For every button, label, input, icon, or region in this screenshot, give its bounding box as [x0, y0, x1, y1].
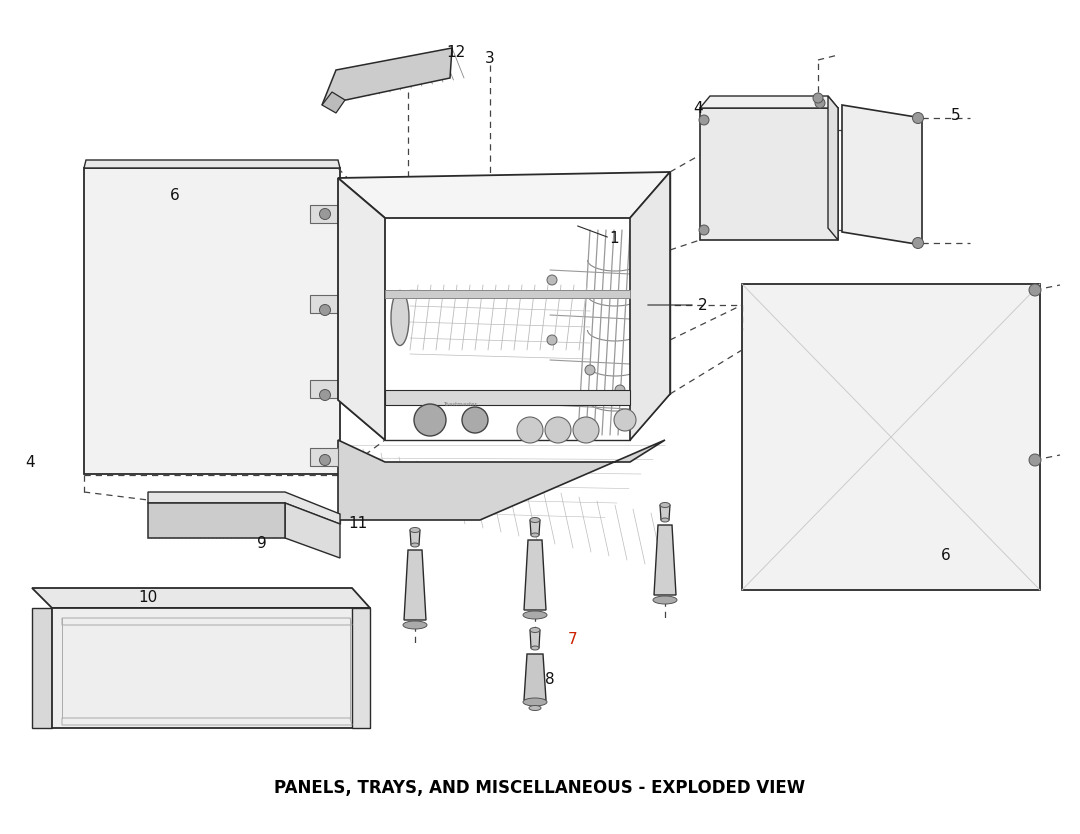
Polygon shape	[700, 96, 838, 108]
Ellipse shape	[391, 290, 409, 345]
Polygon shape	[742, 284, 1040, 590]
Text: PANELS, TRAYS, AND MISCELLANEOUS - EXPLODED VIEW: PANELS, TRAYS, AND MISCELLANEOUS - EXPLO…	[274, 779, 806, 797]
Polygon shape	[322, 92, 345, 113]
Polygon shape	[700, 108, 838, 240]
Circle shape	[546, 275, 557, 285]
Polygon shape	[52, 608, 370, 728]
Text: 2: 2	[698, 298, 707, 313]
Circle shape	[320, 389, 330, 400]
Polygon shape	[630, 172, 670, 440]
Circle shape	[699, 115, 708, 125]
Circle shape	[813, 93, 823, 103]
Circle shape	[545, 417, 571, 443]
Ellipse shape	[523, 698, 546, 706]
Text: 1: 1	[609, 230, 619, 245]
Text: 7: 7	[568, 632, 578, 647]
Text: 9: 9	[257, 535, 267, 550]
Text: 3: 3	[485, 51, 495, 66]
Ellipse shape	[660, 503, 670, 508]
Polygon shape	[352, 608, 370, 728]
Circle shape	[573, 417, 599, 443]
Circle shape	[615, 409, 636, 431]
Circle shape	[913, 238, 923, 249]
Polygon shape	[322, 48, 453, 105]
Circle shape	[585, 365, 595, 375]
Text: 12: 12	[446, 44, 465, 59]
Ellipse shape	[523, 611, 546, 619]
Polygon shape	[404, 550, 426, 620]
Ellipse shape	[530, 627, 540, 632]
Polygon shape	[310, 205, 338, 223]
Text: 4: 4	[25, 455, 35, 470]
Polygon shape	[828, 96, 838, 240]
Polygon shape	[384, 390, 630, 405]
Text: 6: 6	[171, 188, 180, 203]
Circle shape	[913, 113, 923, 123]
Circle shape	[320, 208, 330, 219]
Polygon shape	[524, 654, 546, 700]
Polygon shape	[32, 608, 52, 728]
Polygon shape	[530, 630, 540, 648]
Polygon shape	[285, 503, 340, 558]
Circle shape	[699, 225, 708, 235]
Polygon shape	[148, 492, 340, 524]
Polygon shape	[32, 588, 370, 608]
Circle shape	[1029, 284, 1041, 296]
Polygon shape	[148, 503, 285, 538]
Polygon shape	[310, 448, 338, 466]
Ellipse shape	[661, 518, 669, 522]
Ellipse shape	[531, 533, 539, 537]
Polygon shape	[660, 505, 670, 520]
Ellipse shape	[411, 543, 419, 547]
Polygon shape	[310, 295, 338, 313]
Text: 11: 11	[349, 515, 367, 530]
Ellipse shape	[653, 596, 677, 604]
Circle shape	[517, 417, 543, 443]
Polygon shape	[338, 178, 384, 440]
Polygon shape	[84, 168, 340, 474]
Circle shape	[414, 404, 446, 436]
Ellipse shape	[529, 706, 541, 711]
Text: 4: 4	[693, 101, 703, 115]
Text: 8: 8	[545, 672, 555, 687]
Circle shape	[320, 304, 330, 315]
Circle shape	[615, 385, 625, 395]
Polygon shape	[84, 160, 340, 168]
Polygon shape	[842, 105, 922, 245]
Polygon shape	[310, 380, 338, 398]
Text: Toastmaster: Toastmaster	[443, 402, 477, 407]
Polygon shape	[338, 440, 665, 520]
Polygon shape	[384, 290, 630, 298]
Circle shape	[462, 407, 488, 433]
Polygon shape	[338, 172, 670, 218]
Circle shape	[546, 335, 557, 345]
Ellipse shape	[531, 646, 539, 650]
Text: 6: 6	[941, 549, 950, 564]
Text: 10: 10	[138, 590, 158, 605]
Circle shape	[1029, 454, 1041, 466]
Polygon shape	[654, 525, 676, 595]
Ellipse shape	[403, 621, 427, 629]
Polygon shape	[530, 520, 540, 535]
Ellipse shape	[530, 518, 540, 522]
Polygon shape	[410, 530, 420, 545]
Polygon shape	[524, 540, 546, 610]
Text: 5: 5	[951, 108, 961, 123]
Circle shape	[815, 98, 825, 108]
Circle shape	[320, 455, 330, 465]
Ellipse shape	[410, 527, 420, 532]
